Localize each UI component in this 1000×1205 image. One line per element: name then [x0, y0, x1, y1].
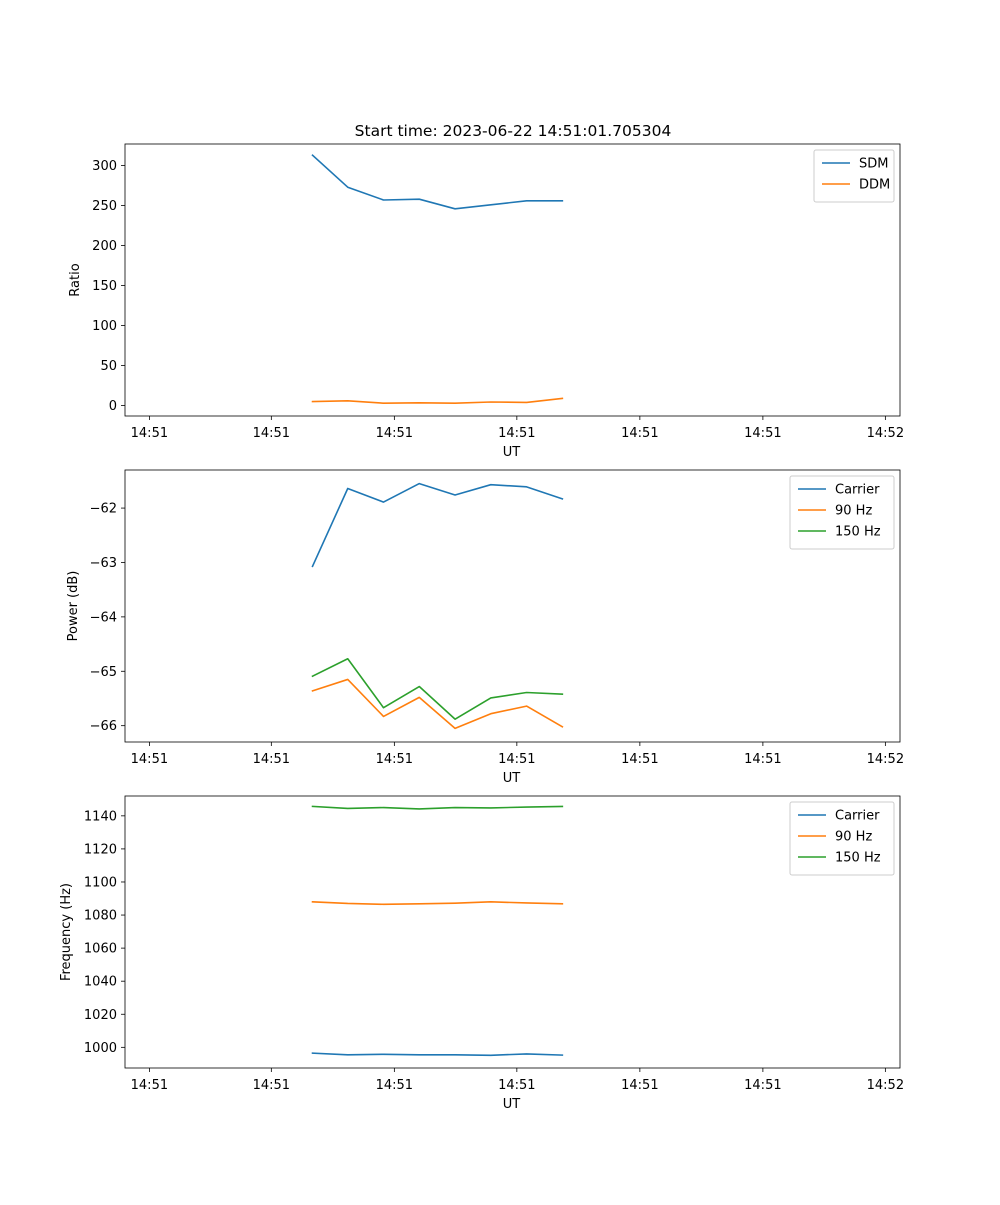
x-tick-label: 14:51 — [376, 1078, 413, 1093]
y-tick-label: −62 — [90, 502, 117, 517]
y-axis-title: Ratio — [68, 263, 83, 296]
x-axis-title: UT — [503, 445, 521, 460]
y-tick-label: 1120 — [84, 842, 117, 857]
y-tick-label: −63 — [90, 556, 117, 571]
x-tick-label: 14:51 — [376, 426, 413, 441]
x-tick-label: 14:51 — [498, 752, 535, 767]
y-tick-label: 1020 — [84, 1008, 117, 1023]
x-tick-label: 14:51 — [621, 752, 658, 767]
legend-label: 90 Hz — [835, 504, 872, 519]
x-tick-label: 14:51 — [131, 1078, 168, 1093]
x-tick-label: 14:51 — [376, 752, 413, 767]
x-tick-label: 14:51 — [498, 1078, 535, 1093]
x-tick-label: 14:51 — [744, 752, 781, 767]
x-tick-label: 14:51 — [253, 1078, 290, 1093]
x-tick-label: 14:51 — [621, 426, 658, 441]
legend-label: Carrier — [835, 483, 880, 498]
y-axis-title: Frequency (Hz) — [59, 883, 74, 981]
y-tick-label: 1140 — [84, 809, 117, 824]
y-tick-label: 1040 — [84, 975, 117, 990]
legend-label: SDM — [859, 157, 888, 172]
figure-title: Start time: 2023-06-22 14:51:01.705304 — [355, 122, 672, 140]
x-axis-title: UT — [503, 1097, 521, 1112]
x-tick-label: 14:51 — [253, 752, 290, 767]
y-tick-label: 100 — [92, 319, 117, 334]
y-tick-label: 250 — [92, 199, 117, 214]
legend-label: DDM — [859, 178, 890, 193]
y-tick-label: 300 — [92, 159, 117, 174]
legend-label: 150 Hz — [835, 525, 881, 540]
y-tick-label: 50 — [100, 359, 117, 374]
y-tick-label: −64 — [90, 610, 117, 625]
x-axis-title: UT — [503, 771, 521, 786]
y-tick-label: 1100 — [84, 875, 117, 890]
y-tick-label: −66 — [90, 719, 117, 734]
y-tick-label: 0 — [109, 399, 117, 414]
y-tick-label: 1000 — [84, 1041, 117, 1056]
legend-label: 150 Hz — [835, 851, 881, 866]
x-tick-label: 14:52 — [867, 752, 904, 767]
y-tick-label: 1080 — [84, 909, 117, 924]
x-tick-label: 14:51 — [131, 752, 168, 767]
y-tick-label: 150 — [92, 279, 117, 294]
y-axis-title: Power (dB) — [66, 571, 81, 642]
y-tick-label: 200 — [92, 239, 117, 254]
y-tick-label: 1060 — [84, 942, 117, 957]
legend-label: 90 Hz — [835, 830, 872, 845]
x-tick-label: 14:51 — [744, 1078, 781, 1093]
y-tick-label: −65 — [90, 665, 117, 680]
x-tick-label: 14:51 — [131, 426, 168, 441]
x-tick-label: 14:51 — [744, 426, 781, 441]
x-tick-label: 14:51 — [621, 1078, 658, 1093]
x-tick-label: 14:52 — [867, 1078, 904, 1093]
x-tick-label: 14:52 — [867, 426, 904, 441]
legend-label: Carrier — [835, 809, 880, 824]
x-tick-label: 14:51 — [498, 426, 535, 441]
x-tick-label: 14:51 — [253, 426, 290, 441]
